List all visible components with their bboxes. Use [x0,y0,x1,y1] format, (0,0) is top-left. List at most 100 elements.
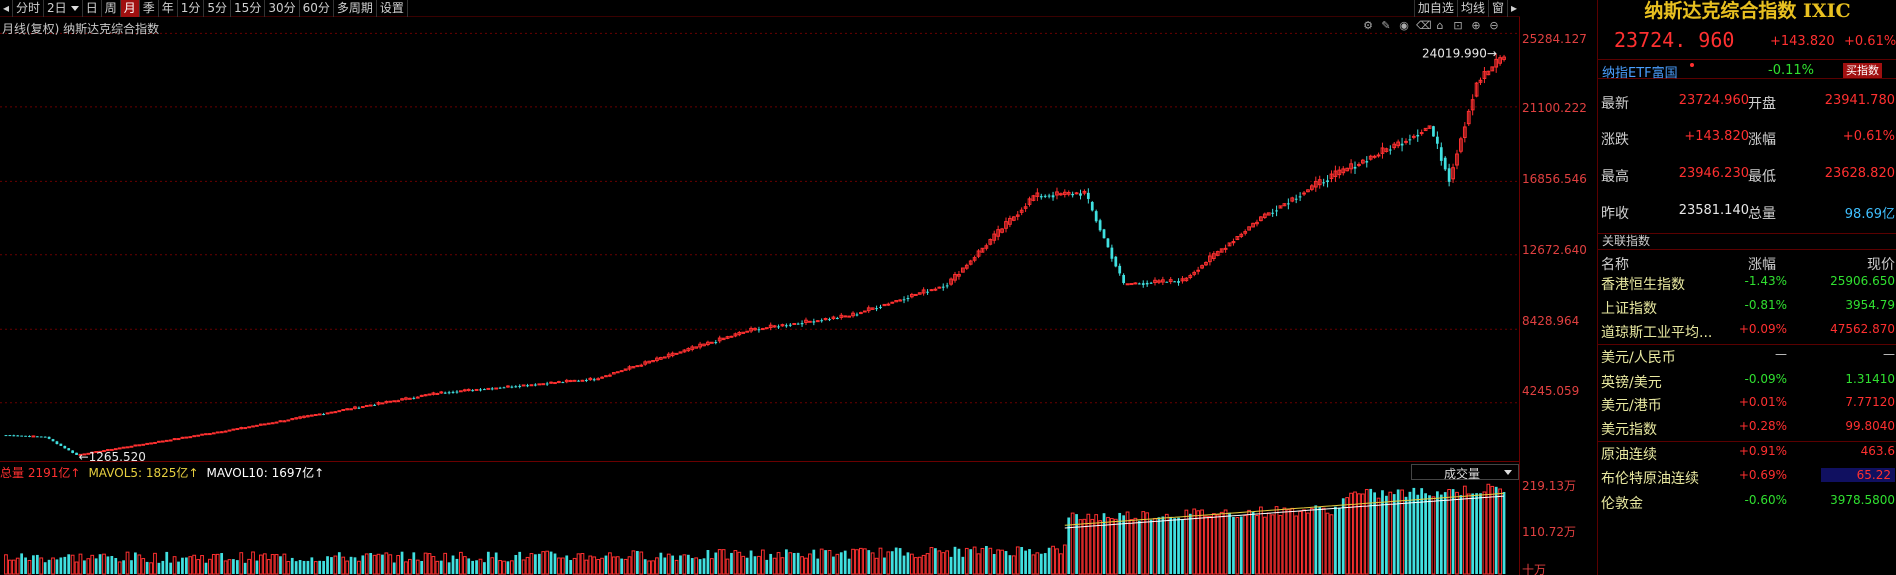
candle-body [168,439,173,442]
add-watchlist-button[interactable]: 加自选 [1413,0,1457,17]
tab-season[interactable]: 季 [140,0,159,17]
volume-bar [694,557,699,575]
related-row[interactable]: 原油连续 +0.91% 463.6 [1598,444,1896,468]
related-row[interactable]: 布伦特原油连续 +0.69% 65.22 [1598,468,1896,492]
chart-toolbar: ⚙ ✎ ◉ ⌫ ⌂ ⊡ ⊕ ⊖ [1362,19,1500,32]
volume-bar [1294,515,1299,575]
volume-bar [1090,518,1095,575]
y-tick-label: 21100.222 [1522,101,1587,115]
ma-button[interactable]: 均线 [1456,0,1488,17]
zoom-in-icon[interactable]: ⊕ [1471,19,1481,32]
zoom-out-icon[interactable]: ⊖ [1489,19,1499,32]
tab-day[interactable]: 日 [83,0,102,17]
volume-bar [835,553,840,575]
volume-bar [525,556,530,575]
related-row[interactable]: 香港恒生指数 -1.43% 25906.650 [1598,274,1896,298]
candle-body [298,416,302,419]
etf-name[interactable]: 纳指ETF富国 [1602,66,1678,81]
volume-legend: 总量 2191亿↑ MAVOL5: 1825亿↑ MAVOL10: 1697亿↑ [0,464,324,481]
candle-body [317,413,322,416]
volume-bar [553,553,557,574]
volume-bar [1462,485,1467,575]
candle-body [231,428,236,431]
related-row[interactable]: 道琼斯工业平均... +0.09% 47562.870 [1598,322,1896,346]
volume-bar [518,551,522,574]
candle-body [1208,255,1212,263]
tab-2day[interactable]: 2日 [44,0,83,17]
volume-chart[interactable] [0,462,1520,575]
candle-body [1168,279,1173,283]
volume-bar [733,550,738,575]
candle-body [82,453,87,456]
volume-bar [502,560,506,575]
volume-bar [1161,516,1165,574]
etf-change: -0.11% [1768,63,1814,78]
col-change[interactable]: 涨幅 [1748,257,1776,273]
candle-body [537,383,542,386]
volume-bar [1475,493,1478,574]
tab-5min[interactable]: 5分 [204,0,232,17]
buy-index-button[interactable]: 买指数 [1843,63,1882,78]
volume-bar [1381,490,1384,574]
candle-body [996,229,1001,237]
settings-icon[interactable]: ⚙ [1363,19,1373,32]
collapse-arrow-icon[interactable]: ▸ [1506,0,1520,17]
volume-bar [1204,515,1208,575]
candle-body [59,443,63,446]
vol-mavol5-value: 1825亿 [145,466,189,480]
indicator-select[interactable]: 成交量 [1411,464,1519,481]
tab-fenshi[interactable]: 分时 [13,0,45,17]
trash-icon[interactable]: ⌫ [1416,19,1432,32]
col-name[interactable]: 名称 [1601,257,1629,273]
tab-year[interactable]: 年 [159,0,178,17]
tab-arrow-left[interactable]: ◂ [0,0,14,17]
tab-60min[interactable]: 60分 [300,0,334,17]
window-button[interactable]: 窗 [1487,0,1507,17]
kline-chart[interactable]: 24019.990→ ←1265.520 [0,17,1520,462]
volume-bar [1360,493,1365,575]
tab-month[interactable]: 月 [120,0,140,17]
volume-bar [1274,506,1279,575]
candle-body [121,446,126,449]
lock-icon[interactable]: ⊡ [1453,19,1463,32]
candle-body [98,450,102,453]
price-change: +143.820 [1770,34,1835,49]
volume-bar [90,554,95,575]
related-row[interactable]: 上证指数 -0.81% 3954.79 [1598,298,1896,322]
volume-bar [1239,516,1243,574]
tab-settings[interactable]: 设置 [377,0,408,17]
candle-body [1066,192,1071,195]
related-row[interactable]: 伦敦金 -0.60% 3978.5800 [1598,493,1896,517]
home-icon[interactable]: ⌂ [1436,19,1444,32]
tab-multi-period[interactable]: 多周期 [334,0,377,17]
candle-body [898,299,902,302]
candle-body [149,442,153,445]
volume-bar [1298,511,1302,575]
pen-icon[interactable]: ✎ [1381,19,1391,32]
related-row[interactable]: 美元/港币 +0.01% 7.77120 [1598,395,1896,419]
volume-bar [247,558,251,575]
eye-icon[interactable]: ◉ [1399,19,1409,32]
candle-body [1455,153,1459,166]
candle-body [796,323,800,325]
related-price: 3978.5800 [1830,493,1895,507]
tab-1min[interactable]: 1分 [178,0,205,17]
candle-body [208,433,212,436]
volume-bar [792,553,796,574]
etf-row[interactable]: 纳指ETF富国 -0.11% 买指数 [1598,59,1896,81]
related-name: 道琼斯工业平均... [1601,325,1713,341]
related-row[interactable]: 美元/人民币 — — [1598,347,1896,371]
volume-bar [898,548,902,574]
volume-bar [172,556,177,575]
related-row[interactable]: 美元指数 +0.28% 99.8040 [1598,419,1896,443]
tab-15min[interactable]: 15分 [231,0,266,17]
volume-bar [1177,517,1180,574]
candle-body [737,331,742,336]
tab-30min[interactable]: 30分 [265,0,300,17]
tab-week[interactable]: 周 [102,0,121,17]
related-row[interactable]: 英镑/美元 -0.09% 1.31410 [1598,372,1896,396]
candle-body [153,441,157,444]
col-price[interactable]: 现价 [1867,257,1895,273]
quote-label: 涨幅 [1748,132,1776,148]
related-name: 上证指数 [1601,301,1657,317]
